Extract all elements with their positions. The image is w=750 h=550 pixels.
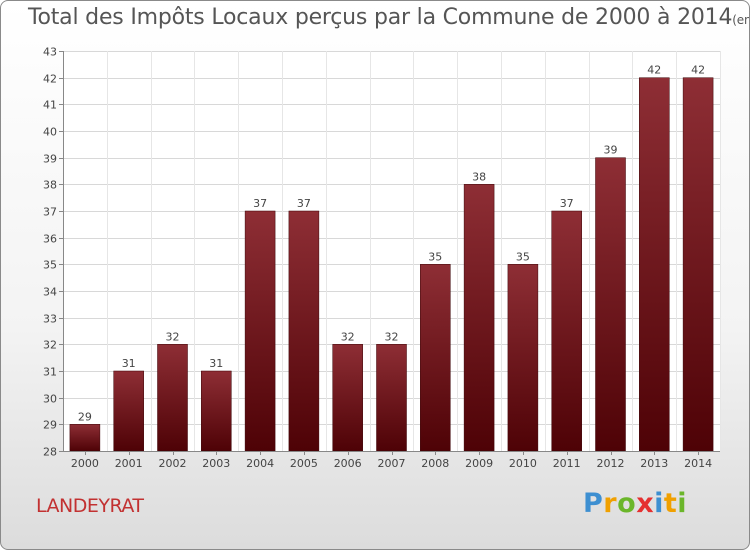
bar bbox=[682, 77, 714, 452]
y-tick-label: 38 bbox=[43, 179, 57, 192]
y-tick-label: 43 bbox=[43, 46, 57, 59]
x-tick-label: 2003 bbox=[202, 457, 230, 470]
y-tick-label: 40 bbox=[43, 126, 57, 139]
proxiti-logo[interactable]: Proxiti bbox=[583, 488, 687, 519]
logo-letter: P bbox=[583, 488, 604, 519]
data-label: 32 bbox=[341, 330, 355, 343]
x-tick-label: 2014 bbox=[684, 457, 712, 470]
x-tick-label: 2004 bbox=[246, 457, 274, 470]
x-tick-label: 2008 bbox=[421, 457, 449, 470]
data-label: 38 bbox=[472, 170, 486, 183]
logo-letter: r bbox=[603, 488, 618, 519]
y-tick-label: 39 bbox=[43, 153, 57, 166]
x-tick-label: 2006 bbox=[334, 457, 362, 470]
data-label: 37 bbox=[560, 197, 574, 210]
title-text: Total des Impôts Locaux perçus par la Co… bbox=[28, 5, 733, 30]
x-tick-label: 2002 bbox=[159, 457, 187, 470]
bar bbox=[69, 424, 101, 452]
data-label: 37 bbox=[297, 197, 311, 210]
y-tick-label: 30 bbox=[43, 393, 57, 406]
bar bbox=[113, 370, 144, 452]
y-tick-label: 35 bbox=[43, 259, 57, 272]
bar bbox=[595, 157, 626, 452]
data-label: 37 bbox=[253, 197, 267, 210]
y-tick-label: 28 bbox=[43, 446, 57, 459]
y-tick-label: 33 bbox=[43, 313, 57, 326]
title-unit: (en milliers d'€) bbox=[732, 13, 750, 27]
data-label: 29 bbox=[78, 410, 92, 423]
data-label: 31 bbox=[209, 357, 223, 370]
y-tick-label: 31 bbox=[43, 366, 57, 379]
bar bbox=[507, 264, 539, 452]
commune-name: LANDEYRAT bbox=[36, 495, 144, 517]
x-tick-label: 2000 bbox=[71, 457, 99, 470]
x-tick-label: 2011 bbox=[553, 457, 581, 470]
bar bbox=[201, 370, 232, 452]
logo-letter: i bbox=[654, 488, 664, 519]
x-tick-label: 2010 bbox=[509, 457, 537, 470]
logo-letter: x bbox=[636, 488, 655, 519]
logo-letter: i bbox=[677, 488, 688, 519]
data-label: 35 bbox=[428, 250, 442, 263]
y-tick-label: 34 bbox=[43, 286, 57, 299]
data-label: 32 bbox=[166, 330, 180, 343]
data-label: 42 bbox=[691, 64, 705, 77]
data-label: 42 bbox=[647, 64, 661, 77]
y-tick-label: 37 bbox=[43, 206, 57, 219]
x-tick-label: 2005 bbox=[290, 457, 318, 470]
bar bbox=[157, 344, 188, 452]
y-tick-label: 32 bbox=[43, 339, 57, 352]
x-tick-label: 2013 bbox=[640, 457, 668, 470]
bar bbox=[332, 344, 363, 452]
bar bbox=[639, 77, 670, 452]
bar bbox=[551, 210, 582, 452]
logo-letter: t bbox=[663, 488, 678, 519]
bar bbox=[420, 264, 451, 452]
y-tick-label: 36 bbox=[43, 233, 57, 246]
data-label: 39 bbox=[604, 144, 618, 157]
data-label: 32 bbox=[385, 330, 399, 343]
x-tick-label: 2012 bbox=[597, 457, 625, 470]
bar bbox=[376, 344, 407, 452]
logo-letter: o bbox=[617, 488, 637, 519]
bar bbox=[244, 210, 276, 452]
bar bbox=[463, 184, 495, 452]
chart-title: Total des Impôts Locaux perçus par la Co… bbox=[28, 5, 750, 30]
y-tick-label: 42 bbox=[43, 73, 57, 86]
x-tick-label: 2001 bbox=[115, 457, 143, 470]
data-label: 31 bbox=[122, 357, 136, 370]
y-tick-label: 29 bbox=[43, 419, 57, 432]
data-label: 35 bbox=[516, 250, 530, 263]
x-tick-label: 2007 bbox=[378, 457, 406, 470]
bar bbox=[288, 210, 320, 452]
y-tick-label: 41 bbox=[43, 99, 57, 112]
x-tick-label: 2009 bbox=[465, 457, 493, 470]
